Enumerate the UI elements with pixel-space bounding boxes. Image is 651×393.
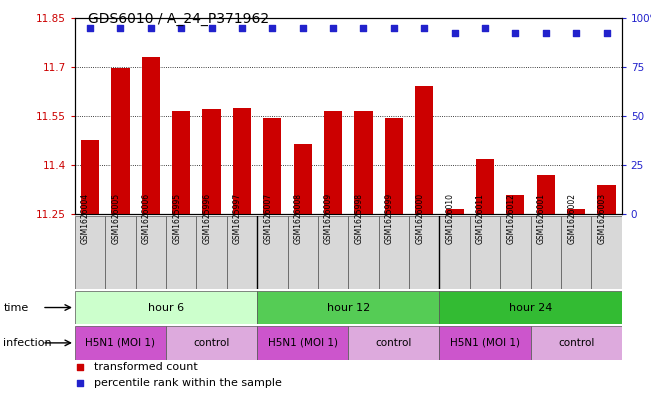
Bar: [439, 216, 470, 289]
Bar: [439, 291, 622, 324]
Text: GSM1626001: GSM1626001: [537, 193, 546, 244]
Point: [75, 364, 85, 371]
Point: [206, 24, 217, 31]
Text: GSM1626002: GSM1626002: [567, 193, 576, 244]
Bar: [202, 109, 221, 214]
Text: GSM1626012: GSM1626012: [506, 193, 516, 244]
Text: control: control: [558, 338, 594, 348]
Bar: [324, 111, 342, 214]
Bar: [105, 216, 135, 289]
Bar: [476, 158, 494, 214]
Text: GSM1626008: GSM1626008: [294, 193, 303, 244]
Point: [85, 24, 95, 31]
Bar: [348, 326, 439, 360]
Bar: [445, 209, 464, 214]
Text: transformed count: transformed count: [94, 362, 198, 373]
Bar: [561, 216, 591, 289]
Text: GSM1626011: GSM1626011: [476, 193, 485, 244]
Bar: [531, 216, 561, 289]
Bar: [142, 57, 160, 214]
Bar: [598, 185, 616, 214]
Bar: [81, 140, 99, 214]
Text: H5N1 (MOI 1): H5N1 (MOI 1): [450, 338, 520, 348]
Text: control: control: [376, 338, 412, 348]
Bar: [385, 118, 403, 214]
Bar: [257, 291, 439, 324]
Bar: [470, 216, 500, 289]
Bar: [257, 326, 348, 360]
Text: GSM1625996: GSM1625996: [202, 193, 212, 244]
Point: [75, 380, 85, 386]
Bar: [415, 86, 434, 214]
Text: control: control: [193, 338, 230, 348]
Bar: [197, 216, 227, 289]
Bar: [75, 291, 257, 324]
Text: GSM1625997: GSM1625997: [233, 193, 242, 244]
Point: [176, 24, 186, 31]
Text: hour 12: hour 12: [327, 303, 370, 312]
Bar: [294, 144, 312, 214]
Text: GSM1626005: GSM1626005: [111, 193, 120, 244]
Text: hour 24: hour 24: [509, 303, 552, 312]
Bar: [172, 111, 190, 214]
Point: [237, 24, 247, 31]
Text: infection: infection: [3, 338, 52, 348]
Text: GDS6010 / A_24_P371962: GDS6010 / A_24_P371962: [88, 12, 269, 26]
Bar: [166, 326, 257, 360]
Point: [510, 30, 521, 37]
Point: [480, 24, 490, 31]
Text: H5N1 (MOI 1): H5N1 (MOI 1): [268, 338, 338, 348]
Text: GSM1625995: GSM1625995: [173, 193, 181, 244]
Bar: [409, 216, 439, 289]
Bar: [531, 326, 622, 360]
Bar: [111, 68, 130, 214]
Bar: [506, 195, 525, 214]
Bar: [75, 216, 105, 289]
Text: GSM1626000: GSM1626000: [415, 193, 424, 244]
Bar: [166, 216, 197, 289]
Bar: [233, 108, 251, 214]
Text: GSM1626006: GSM1626006: [142, 193, 151, 244]
Bar: [75, 326, 166, 360]
Text: GSM1626004: GSM1626004: [81, 193, 90, 244]
Point: [540, 30, 551, 37]
Bar: [354, 111, 372, 214]
Bar: [379, 216, 409, 289]
Point: [328, 24, 339, 31]
Point: [449, 30, 460, 37]
Text: percentile rank within the sample: percentile rank within the sample: [94, 378, 282, 388]
Point: [115, 24, 126, 31]
Point: [146, 24, 156, 31]
Bar: [591, 216, 622, 289]
Bar: [348, 216, 379, 289]
Text: GSM1626010: GSM1626010: [446, 193, 454, 244]
Text: GSM1625999: GSM1625999: [385, 193, 394, 244]
Point: [602, 30, 612, 37]
Text: H5N1 (MOI 1): H5N1 (MOI 1): [85, 338, 156, 348]
Bar: [439, 326, 531, 360]
Text: hour 6: hour 6: [148, 303, 184, 312]
Point: [358, 24, 368, 31]
Bar: [263, 118, 281, 214]
Text: GSM1626009: GSM1626009: [324, 193, 333, 244]
Bar: [227, 216, 257, 289]
Point: [419, 24, 430, 31]
Bar: [500, 216, 531, 289]
Point: [298, 24, 308, 31]
Text: time: time: [3, 303, 29, 312]
Bar: [536, 175, 555, 214]
Bar: [257, 216, 288, 289]
Bar: [318, 216, 348, 289]
Text: GSM1626007: GSM1626007: [264, 193, 272, 244]
Bar: [567, 209, 585, 214]
Text: GSM1626003: GSM1626003: [598, 193, 607, 244]
Text: GSM1625998: GSM1625998: [355, 193, 363, 244]
Point: [571, 30, 581, 37]
Bar: [135, 216, 166, 289]
Point: [389, 24, 399, 31]
Bar: [288, 216, 318, 289]
Point: [267, 24, 277, 31]
